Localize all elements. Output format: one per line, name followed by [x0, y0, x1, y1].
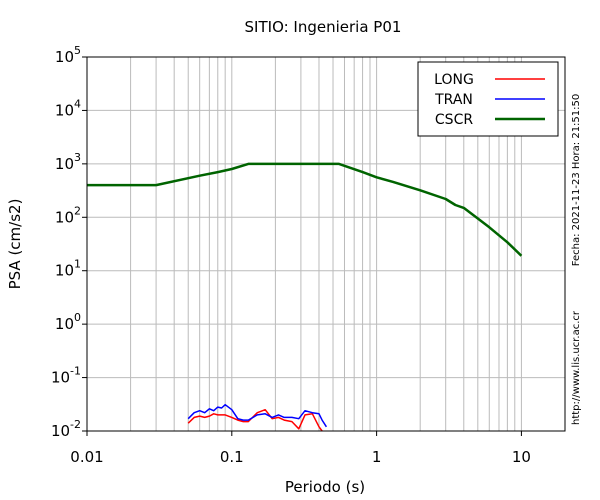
- date-stamp: Fecha: 2021-11-23 Hora: 21:51:50: [571, 94, 582, 267]
- x-tick-label: 10: [512, 448, 531, 466]
- y-tick-label: 104: [55, 97, 81, 119]
- series-line-long: [187, 408, 323, 432]
- y-tick-label: 101: [55, 258, 81, 280]
- legend-label-long: LONG: [434, 72, 474, 88]
- plot-frame: [86, 56, 566, 432]
- x-axis-label: Periodo (s): [285, 478, 365, 496]
- legend: LONG TRAN CSCR: [417, 61, 559, 137]
- x-tick-label: 0.1: [220, 448, 244, 466]
- x-tick-label: 1: [372, 448, 382, 466]
- chart-title: SITIO: Ingenieria P01: [245, 18, 402, 36]
- x-axis-ticks: 0.01 0.1 1 10: [70, 431, 531, 466]
- series-line-cscr: [87, 162, 523, 257]
- series-layer: [87, 162, 523, 432]
- legend-label-tran: TRAN: [434, 92, 473, 108]
- y-tick-label: 105: [55, 44, 81, 66]
- legend-label-cscr: CSCR: [435, 112, 473, 128]
- url-stamp: http://www.lis.ucr.ac.cr: [571, 310, 582, 425]
- y-axis-label: PSA (cm/s2): [6, 199, 24, 290]
- series-line-tran: [187, 403, 328, 428]
- x-tick-label: 0.01: [70, 448, 103, 466]
- y-tick-label: 102: [55, 204, 81, 226]
- y-tick-label: 10-1: [51, 365, 81, 387]
- y-tick-label: 103: [55, 151, 81, 173]
- y-tick-label: 10-2: [51, 418, 81, 440]
- y-axis-ticks: 10-2 10-1 100 101 102 103 104 105: [51, 44, 87, 440]
- y-tick-label: 100: [55, 311, 81, 333]
